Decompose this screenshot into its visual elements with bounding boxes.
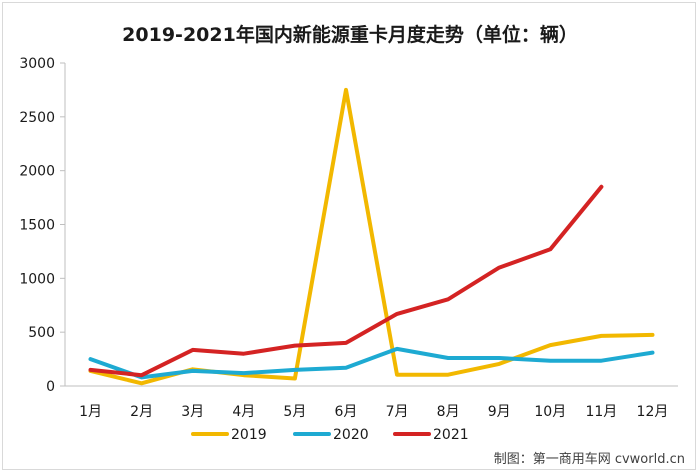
x-tick-label: 9月 — [488, 404, 511, 420]
x-tick-label: 11月 — [585, 404, 617, 420]
chart-axes: 0 500 1000 1500 2000 2500 3000 1月 2月 3月 4月 5月 6月 7月 8月… — [19, 56, 678, 420]
y-tick-label: 1000 — [19, 271, 55, 287]
x-tick-label: 10月 — [534, 404, 566, 420]
series-layer — [88, 87, 655, 386]
chart-legend: 2019 2020 2021 — [191, 427, 469, 443]
y-tick-label: 0 — [46, 379, 55, 395]
series-line-2019 — [88, 87, 655, 386]
legend-label-2021: 2021 — [433, 427, 469, 443]
x-tick-label: 6月 — [334, 404, 357, 420]
x-tick-label: 7月 — [386, 404, 409, 420]
line-chart: 2019-2021年国内新能源重卡月度走势（单位：辆） 0 500 1000 1500… — [19, 23, 685, 467]
x-tick-label: 5月 — [283, 404, 306, 420]
series-line-2021 — [88, 184, 604, 378]
y-tick-label: 500 — [28, 325, 55, 341]
series-line-2020 — [88, 346, 655, 380]
x-tick-label: 3月 — [181, 404, 204, 420]
legend-label-2019: 2019 — [231, 427, 267, 443]
legend-label-2020: 2020 — [333, 427, 369, 443]
x-tick-label: 4月 — [232, 404, 255, 420]
chart-frame: 2019-2021年国内新能源重卡月度走势（单位：辆） 0 500 1000 1500… — [2, 2, 696, 470]
x-tick-label: 2月 — [130, 404, 153, 420]
y-tick-label: 2000 — [19, 164, 55, 180]
chart-title: 2019-2021年国内新能源重卡月度走势（单位：辆） — [122, 23, 578, 46]
chart-credit: 制图：第一商用车网 cvworld.cn — [494, 451, 685, 467]
y-tick-label: 2500 — [19, 110, 55, 126]
x-tick-label: 8月 — [437, 404, 460, 420]
y-tick-label: 1500 — [19, 218, 55, 234]
x-tick-label: 1月 — [79, 404, 102, 420]
y-tick-label: 3000 — [19, 56, 55, 72]
x-tick-label: 12月 — [637, 404, 669, 420]
